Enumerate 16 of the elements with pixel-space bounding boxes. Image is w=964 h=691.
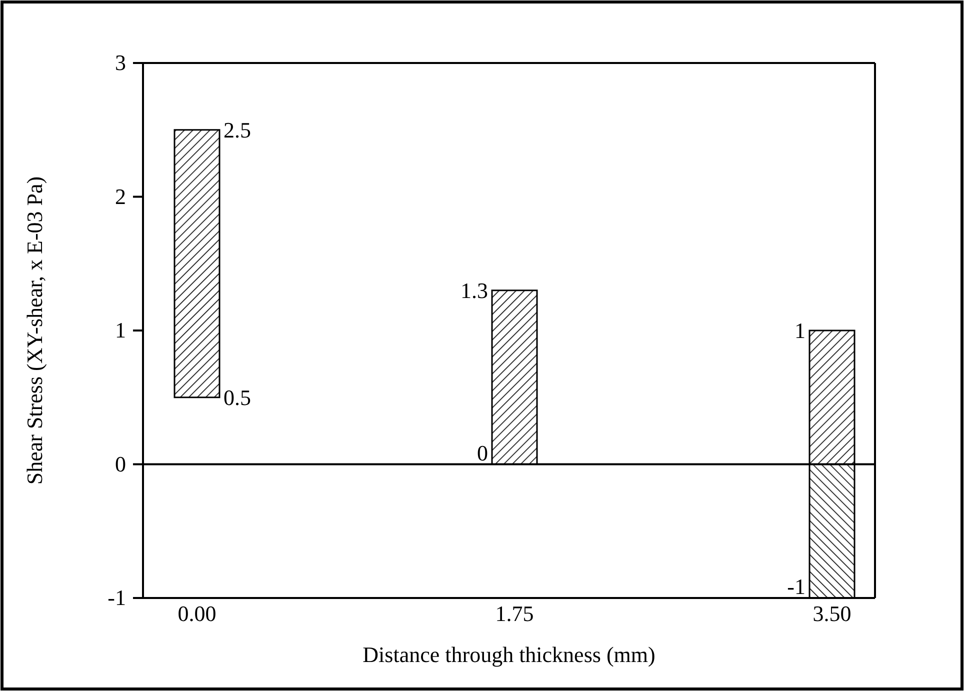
x-tick-label: 1.75 <box>495 600 534 626</box>
annotation: 1.3 <box>460 278 488 304</box>
y-tick-label: 3 <box>115 50 126 76</box>
y-tick-label: 1 <box>115 318 126 343</box>
annotation: -1 <box>787 574 806 599</box>
x-tick-label: 3.50 <box>812 600 852 626</box>
x-axis-title: Distance through thickness (mm) <box>362 642 656 667</box>
annotation: 2.5 <box>224 118 251 143</box>
x-tick-label: 0.00 <box>178 600 216 626</box>
y-axis-title: Shear Stress (XY-shear, x E-03 Pa) <box>22 176 47 485</box>
y-tick-label: -1 <box>108 585 126 610</box>
annotation: 0 <box>477 440 488 466</box>
annotation: 0.5 <box>224 385 251 410</box>
y-tick-label: 0 <box>115 451 126 476</box>
annotation: 1 <box>794 318 806 344</box>
y-tick-label: 2 <box>115 184 126 209</box>
